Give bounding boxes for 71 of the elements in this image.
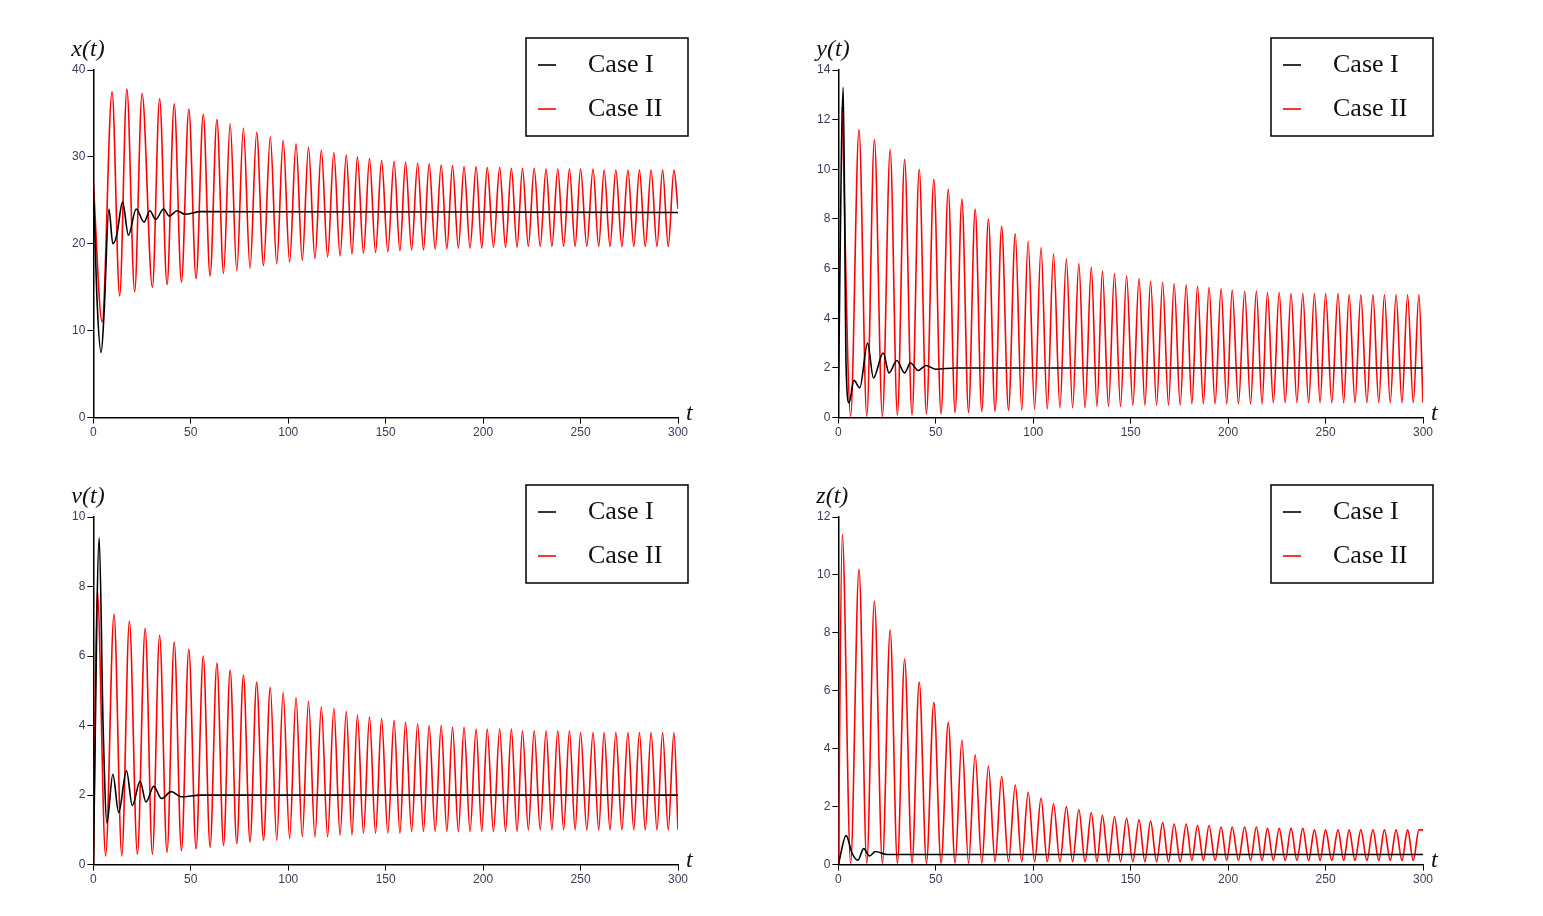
x-tick-label: 0	[90, 872, 97, 887]
y-tick-label: 6	[823, 683, 831, 698]
y-tick-label: 8	[78, 578, 86, 593]
y-tick-label: 10	[816, 161, 831, 176]
x-tick-label: 300	[667, 872, 689, 887]
x-tick-label: 300	[667, 425, 689, 440]
y-tick-label: 10	[71, 509, 86, 524]
y-tick-label: 8	[823, 625, 831, 640]
x-tick-label: 200	[1218, 425, 1239, 440]
line-series	[93, 88, 678, 323]
y-tick-label: 6	[78, 648, 86, 663]
legend-label: Case II	[588, 539, 663, 569]
y-tick-label: 0	[78, 856, 86, 871]
y-tick-label: 12	[816, 509, 831, 524]
y-tick-label: 8	[823, 211, 831, 226]
legend-label: Case I	[1333, 48, 1399, 78]
x-axis-title: t	[1431, 845, 1439, 872]
x-tick-label: 100	[1023, 872, 1044, 887]
y-axis-title: v(t)	[71, 482, 105, 509]
x-tick-label: 150	[1120, 872, 1142, 887]
x-tick-label: 300	[1412, 872, 1434, 887]
x-tick-label: 150	[1120, 425, 1142, 440]
y-axis-title: x(t)	[70, 35, 105, 62]
y-tick-label: 40	[71, 62, 86, 77]
x-tick-label: 50	[929, 425, 943, 440]
x-tick-label: 250	[570, 425, 591, 440]
y-tick-label: 10	[71, 323, 86, 338]
x-tick-label: 50	[929, 872, 943, 887]
x-tick-label: 250	[1315, 872, 1336, 887]
x-tick-label: 200	[473, 872, 494, 887]
legend-label: Case II	[588, 92, 663, 122]
x-tick-label: 100	[1023, 425, 1044, 440]
x-tick-label: 50	[184, 872, 198, 887]
x-tick-label: 0	[835, 872, 842, 887]
x-tick-label: 50	[184, 425, 198, 440]
x-tick-label: 0	[90, 425, 97, 440]
x-tick-label: 250	[570, 872, 591, 887]
x-tick-label: 150	[375, 872, 397, 887]
y-axis-title: z(t)	[815, 482, 849, 509]
y-tick-label: 10	[816, 567, 831, 582]
y-tick-label: 4	[823, 741, 831, 756]
y-tick-label: 0	[78, 409, 86, 424]
y-tick-label: 2	[823, 360, 831, 375]
x-tick-label: 200	[1218, 872, 1239, 887]
x-axis-title: t	[1431, 398, 1439, 425]
y-tick-label: 12	[816, 111, 831, 126]
x-tick-label: 300	[1412, 425, 1434, 440]
y-axis-title: y(t)	[814, 35, 850, 62]
y-tick-label: 4	[823, 310, 831, 325]
y-tick-label: 14	[816, 62, 831, 77]
y-tick-label: 0	[823, 856, 831, 871]
x-tick-label: 150	[375, 425, 397, 440]
legend-label: Case II	[1333, 539, 1408, 569]
x-tick-label: 100	[278, 425, 299, 440]
legend-label: Case I	[1333, 495, 1399, 525]
x-tick-label: 100	[278, 872, 299, 887]
y-tick-label: 2	[823, 798, 831, 813]
x-axis-title: t	[686, 398, 694, 425]
legend-label: Case I	[588, 48, 654, 78]
y-tick-label: 4	[78, 717, 86, 732]
legend-label: Case I	[588, 495, 654, 525]
legend-label: Case II	[1333, 92, 1408, 122]
x-tick-label: 0	[835, 425, 842, 440]
x-axis-title: t	[686, 845, 694, 872]
y-tick-label: 2	[78, 787, 86, 802]
y-tick-label: 30	[71, 149, 86, 164]
y-tick-label: 6	[823, 260, 831, 275]
x-tick-label: 200	[473, 425, 494, 440]
x-tick-label: 250	[1315, 425, 1336, 440]
y-tick-label: 0	[823, 409, 831, 424]
y-tick-label: 20	[71, 236, 86, 251]
